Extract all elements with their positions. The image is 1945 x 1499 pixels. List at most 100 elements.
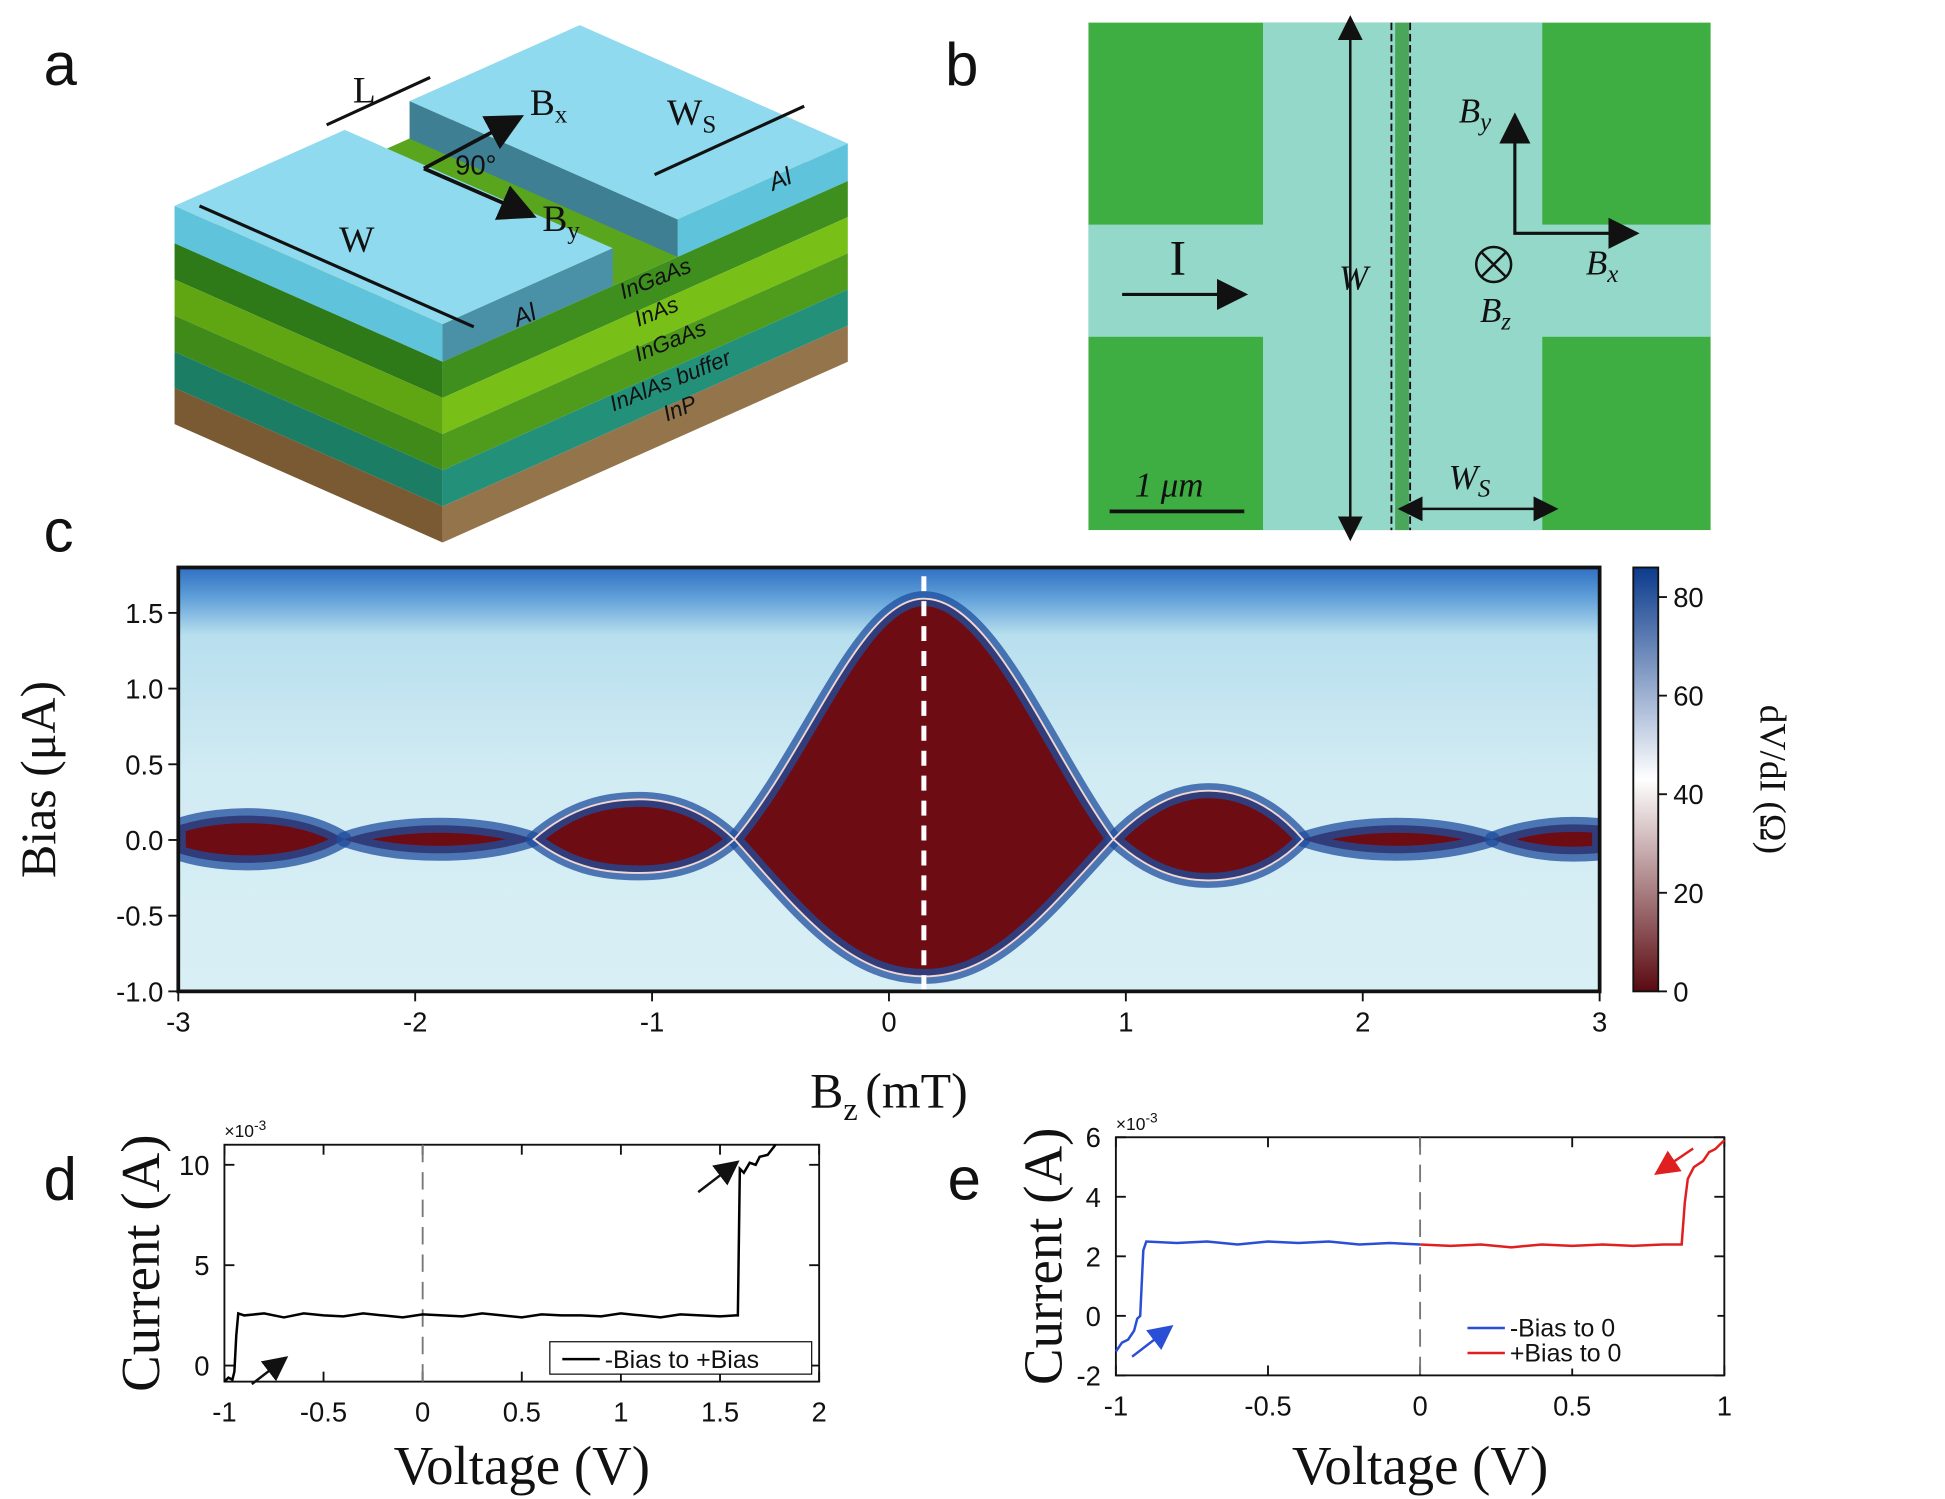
x-tick-label: 1 <box>613 1397 628 1428</box>
scale-bar-label: 1 μm <box>1135 465 1204 504</box>
label-part: x <box>1606 261 1618 288</box>
y-axis-label: Bias (μA) <box>11 681 66 878</box>
schematic-label: Bx <box>530 83 568 128</box>
x-tick-label: 1.5 <box>701 1397 739 1428</box>
colorbar-tick-label: 80 <box>1673 582 1703 613</box>
x-tick-label: 1 <box>1717 1390 1732 1421</box>
data-line <box>1114 1240 1421 1353</box>
y-tick-label: 0.5 <box>125 749 163 780</box>
label-part: B <box>530 83 555 124</box>
annotation-arrow <box>697 1160 740 1194</box>
x-tick-label: 0 <box>415 1397 430 1428</box>
label-part: z <box>843 1092 857 1128</box>
micrograph-label: I <box>1169 230 1186 285</box>
x-axis-label: Bz (mT) <box>810 1063 968 1127</box>
y-tick-label: -0.5 <box>116 901 163 932</box>
axis-multiplier: ×10-3 <box>1116 1110 1158 1133</box>
y-tick-label: 4 <box>1086 1182 1101 1213</box>
y-tick-label: 1.0 <box>125 674 163 705</box>
panel-label: a <box>44 31 78 98</box>
heatmap-image <box>178 567 1600 992</box>
legend-label: -Bias to 0 <box>1510 1315 1615 1343</box>
colorbar-label: dV/dI (Ω) <box>1751 705 1792 854</box>
y-tick-label: 0 <box>1086 1301 1101 1332</box>
annotation-arrow <box>1131 1324 1174 1358</box>
colorbar-tick-label: 60 <box>1673 681 1703 712</box>
x-tick-label: 0 <box>881 1006 896 1037</box>
axis-multiplier: ×10-3 <box>224 1118 266 1141</box>
y-tick-label: 5 <box>194 1250 209 1281</box>
label-part: z <box>1500 308 1511 335</box>
label-part: B <box>1586 243 1607 282</box>
label-part: (mT) <box>865 1063 967 1118</box>
label-part: ×10 <box>1116 1114 1146 1134</box>
schematic-label: 90° <box>455 150 496 181</box>
x-tick-label: 1 <box>1118 1006 1133 1037</box>
label-part: W <box>667 93 703 134</box>
label-part: S <box>702 111 716 138</box>
schematic-label: W <box>339 220 375 261</box>
plot-frame <box>223 1143 821 1383</box>
x-tick-label: -0.5 <box>1244 1390 1291 1421</box>
annotation-arrow <box>1654 1147 1694 1175</box>
panel-label: b <box>945 31 978 98</box>
schematic-label: WS <box>667 93 716 138</box>
legend-label: -Bias to +Bias <box>605 1346 759 1374</box>
colorbar-tick-label: 20 <box>1673 878 1703 909</box>
label-part: B <box>810 1063 843 1118</box>
legend-box <box>1454 1309 1718 1369</box>
y-tick-label: -1.0 <box>116 976 163 1007</box>
y-axis-label: Current (A) <box>1013 1128 1074 1385</box>
x-tick-label: 0 <box>1412 1390 1427 1421</box>
label-part: B <box>1480 291 1501 330</box>
y-tick-label: 0.0 <box>125 825 163 856</box>
x-axis-label: Voltage (V) <box>1292 1435 1548 1496</box>
y-tick-label: 0 <box>194 1351 209 1382</box>
colorbar-tick-label: 40 <box>1673 779 1703 810</box>
x-tick-label: -3 <box>166 1006 190 1037</box>
micrograph-label: Bx <box>1586 243 1618 287</box>
y-tick-label: 6 <box>1086 1122 1101 1153</box>
x-tick-label: 2 <box>812 1397 827 1428</box>
schematic <box>174 25 848 543</box>
x-tick-label: -2 <box>403 1006 427 1037</box>
panel-label: c <box>44 497 74 564</box>
label-part: -3 <box>254 1118 267 1133</box>
label-part: B <box>542 199 567 240</box>
x-tick-label: -0.5 <box>300 1397 347 1428</box>
micrograph-label: W <box>1339 258 1371 297</box>
x-tick-label: 0.5 <box>503 1397 541 1428</box>
y-axis-label: Current (A) <box>110 1134 171 1391</box>
y-tick-label: 2 <box>1086 1241 1101 1272</box>
label-part: ×10 <box>224 1121 254 1141</box>
micrograph <box>1088 15 1711 542</box>
x-tick-label: 2 <box>1355 1006 1370 1037</box>
plot-frame <box>176 565 1602 994</box>
y-tick-label: -2 <box>1077 1360 1101 1391</box>
colorbar <box>1632 566 1660 993</box>
data-line <box>1420 1139 1726 1249</box>
label-part: -3 <box>1145 1110 1158 1125</box>
label-part: y <box>567 217 580 244</box>
y-tick-label: 10 <box>179 1150 209 1181</box>
data-line <box>223 1143 777 1383</box>
schematic-label: L <box>353 70 376 111</box>
x-tick-label: 3 <box>1592 1006 1607 1037</box>
label-part: W <box>1449 458 1481 497</box>
micrograph-label: WS <box>1449 458 1491 502</box>
annotation-arrow <box>251 1356 289 1386</box>
panel-label: e <box>948 1146 981 1213</box>
legend-label: +Bias to 0 <box>1510 1340 1622 1368</box>
micrograph-label: Bz <box>1480 291 1511 335</box>
x-tick-label: -1 <box>1104 1390 1128 1421</box>
schematic-label: By <box>542 199 580 244</box>
label-part: x <box>555 101 568 128</box>
x-tick-label: -1 <box>640 1006 664 1037</box>
x-tick-label: -1 <box>212 1397 236 1428</box>
x-tick-label: 0.5 <box>1553 1390 1591 1421</box>
colorbar-tick-label: 0 <box>1673 976 1688 1007</box>
label-part: S <box>1478 475 1491 502</box>
panel-label: d <box>44 1146 77 1213</box>
y-tick-label: 1.5 <box>125 598 163 629</box>
